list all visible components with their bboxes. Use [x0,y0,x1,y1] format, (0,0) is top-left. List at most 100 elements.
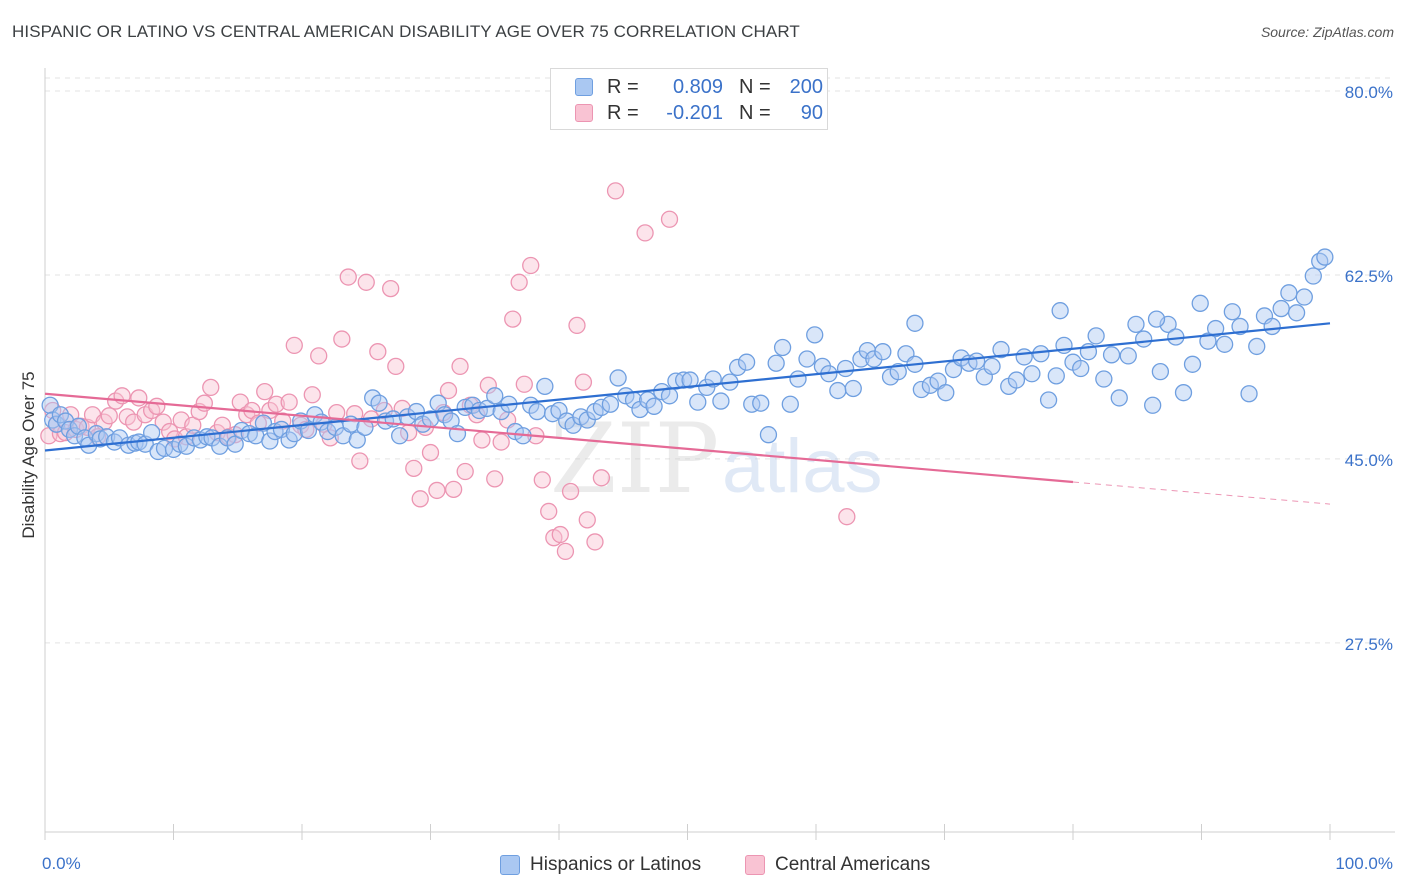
pink-point [636,224,654,242]
blue-point [1191,294,1209,312]
n-label: N = [739,75,771,98]
blue-point [1087,327,1105,345]
blue-point [609,369,627,387]
blue-point [1295,288,1313,306]
blue-point [1023,365,1041,383]
pink-r-value: -0.201 [666,101,723,124]
pink-point [578,511,596,529]
r-label: R = [607,101,639,124]
watermark-zip: ZIP [550,403,719,515]
blue-point [967,352,986,370]
blue-point [1272,299,1290,318]
pink-series-label: Central Americans [775,854,931,875]
pink-point [660,210,679,228]
pink-swatch [745,855,765,875]
pink-point [586,533,604,551]
pink-point [280,393,298,411]
blue-point [254,414,273,432]
blue-point [752,394,770,412]
pink-point [551,525,569,544]
pink-point [421,443,440,462]
pink-point [285,336,303,355]
y-axis-label: Disability Age Over 75 [19,371,38,538]
blue-point [1135,330,1153,348]
blue-point [370,394,388,412]
pink-point [556,542,575,561]
pink-point [592,469,611,487]
blue-point [1151,362,1170,381]
blue-point [1072,359,1090,378]
blue-point [789,370,807,388]
blue-point [645,397,663,415]
blue-point [1102,346,1121,364]
pink-n-value: 90 [800,101,823,124]
blue-point [1047,367,1065,385]
r-label: R = [607,75,639,98]
blue-point [689,393,707,411]
pink-swatch [575,104,593,122]
pink-point [303,386,321,404]
pink-point [339,268,357,286]
blue-point [1316,248,1334,266]
blue-point [1119,347,1137,365]
blue-point [912,380,931,399]
blue-point [712,392,730,410]
blue-point [1223,303,1241,321]
pink-point [148,397,166,415]
n-label: N = [739,101,771,124]
blue-point [91,430,109,448]
pink-point [346,405,364,423]
x-tick-label: 0.0% [42,854,81,873]
blue-point [1032,345,1050,363]
blue-point [759,426,778,444]
pink-point [382,279,400,298]
blue-point [1304,267,1322,285]
legend-row-pink: R = -0.201 N = 90 [575,101,823,125]
pink-point [504,310,522,328]
blue-point [681,371,699,389]
pink-point [357,273,375,291]
blue-point [1095,370,1113,388]
watermark: ZIP atlas [550,403,883,515]
pink-point [405,459,423,477]
blue-swatch [575,78,593,96]
blue-point [844,379,862,398]
pink-point [202,378,220,397]
y-tick-label: 27.5% [1345,635,1393,654]
blue-point [1231,317,1249,336]
pink-point [568,316,586,335]
blue-point [299,421,318,440]
pink-point [606,182,625,200]
blue-point [348,431,366,449]
blue-point [1287,304,1306,322]
pink-point [387,357,405,376]
pink-point [492,433,510,451]
pink-point [838,508,856,526]
blue-n-value: 200 [789,75,823,98]
pink-point [428,481,446,500]
blue-point [47,415,66,433]
correlation-legend: R = 0.809 N = 200 R = -0.201 N = 90 [550,68,828,130]
blue-trend-line [44,322,1331,452]
y-tick-label: 62.5% [1345,267,1393,286]
blue-point [601,395,620,413]
pink-point [486,470,504,488]
blue-point [1199,332,1217,350]
blue-point [798,350,816,368]
blue-point [1007,371,1026,389]
pink-point [256,382,274,401]
pink-point [515,375,533,393]
pink-point [561,482,580,501]
blue-point [391,427,409,445]
blue-series-label: Hispanics or Latinos [530,854,702,875]
pink-point [451,357,469,376]
blue-point [528,402,546,421]
y-tick-label: 80.0% [1345,83,1393,102]
blue-point [639,391,657,409]
pink-point [369,343,387,361]
blue-point [1174,384,1193,402]
pink-point [456,462,474,481]
pink-point [100,407,118,425]
pink-point [444,480,463,499]
